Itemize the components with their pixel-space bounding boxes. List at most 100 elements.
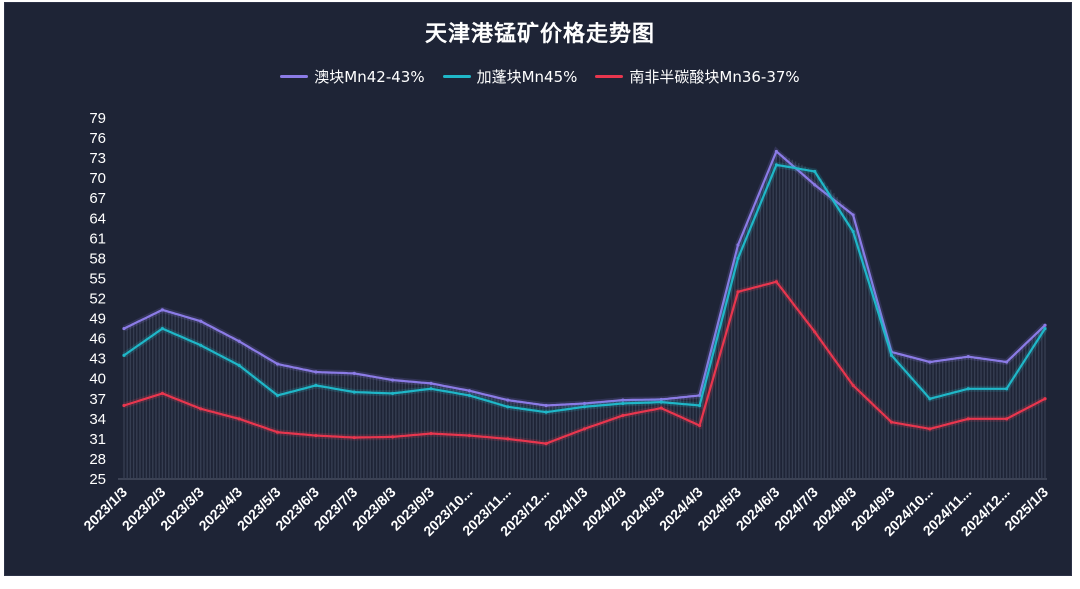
- data-point: [160, 391, 164, 396]
- data-point: [314, 370, 318, 374]
- data-point: [889, 420, 894, 424]
- data-point: [1005, 417, 1009, 421]
- data-point: [352, 435, 356, 440]
- y-tick-label: 52: [89, 291, 106, 308]
- data-point: [736, 256, 740, 260]
- data-point: [122, 403, 126, 408]
- data-point: [621, 413, 625, 418]
- y-tick-label: 70: [89, 170, 106, 187]
- data-point: [199, 407, 203, 411]
- data-point: [621, 398, 625, 402]
- data-point: [122, 353, 126, 357]
- data-point: [237, 339, 241, 343]
- data-point: [544, 441, 548, 446]
- y-tick-label: 76: [89, 130, 106, 147]
- data-point: [774, 163, 778, 167]
- data-point: [813, 330, 817, 334]
- data-point: [352, 371, 356, 375]
- data-point: [237, 363, 241, 367]
- data-point: [237, 417, 241, 421]
- legend-swatch-aus: [280, 75, 309, 78]
- data-point: [122, 326, 126, 331]
- legend-item-south-africa[interactable]: 南非半碳酸块Mn36-37%: [595, 66, 800, 87]
- y-tick-label: 67: [89, 190, 106, 207]
- data-point: [314, 383, 318, 388]
- data-point: [429, 387, 433, 391]
- y-tick-label: 46: [89, 331, 106, 348]
- data-point: [966, 417, 970, 421]
- y-tick-label: 40: [89, 371, 106, 388]
- data-point: [467, 433, 471, 438]
- data-point: [391, 378, 395, 382]
- data-point: [160, 308, 164, 312]
- legend-label-south-africa: 南非半碳酸块Mn36-37%: [629, 68, 800, 86]
- data-point: [391, 391, 395, 396]
- data-point: [582, 401, 587, 406]
- data-point: [199, 319, 203, 323]
- legend-swatch-gabon: [442, 75, 471, 78]
- data-point: [582, 427, 587, 431]
- data-point: [1043, 326, 1047, 331]
- y-tick-label: 43: [89, 351, 106, 368]
- data-point: [429, 381, 433, 386]
- data-point: [928, 397, 932, 401]
- data-point: [391, 435, 395, 439]
- data-point: [506, 405, 510, 409]
- y-tick-label: 28: [89, 451, 106, 468]
- legend-item-gabon[interactable]: 加蓬块Mn45%: [442, 66, 578, 87]
- data-point: [851, 383, 855, 388]
- data-point: [813, 183, 817, 187]
- data-point: [659, 406, 663, 410]
- data-point: [199, 343, 203, 347]
- y-tick-label: 31: [89, 431, 106, 448]
- data-point: [1043, 397, 1047, 401]
- data-point: [659, 400, 663, 404]
- data-point: [966, 355, 970, 359]
- data-point: [851, 230, 855, 234]
- y-tick-label: 25: [89, 471, 106, 488]
- legend: 澳块Mn42-43% 加蓬块Mn45% 南非半碳酸块Mn36-37%: [0, 66, 1080, 87]
- data-point: [544, 403, 548, 408]
- legend-label-gabon: 加蓬块Mn45%: [476, 68, 578, 86]
- data-point: [275, 393, 280, 398]
- y-tick-label: 79: [89, 110, 106, 127]
- data-point: [698, 403, 702, 408]
- y-tick-label: 37: [89, 391, 106, 408]
- data-point: [813, 169, 817, 174]
- data-point: [275, 430, 280, 434]
- data-point: [1005, 360, 1009, 364]
- legend-label-aus: 澳块Mn42-43%: [314, 68, 425, 86]
- y-tick-label: 61: [89, 230, 106, 247]
- data-point: [659, 397, 663, 402]
- data-point: [544, 410, 548, 414]
- data-point: [314, 433, 318, 438]
- data-point: [851, 213, 855, 217]
- data-point: [966, 387, 970, 391]
- y-tick-label: 73: [89, 150, 106, 167]
- y-tick-label: 58: [89, 250, 106, 267]
- y-tick-label: 55: [89, 270, 106, 287]
- data-point: [698, 393, 702, 398]
- data-point: [160, 326, 164, 331]
- data-point: [889, 353, 894, 357]
- data-point: [928, 360, 932, 364]
- data-point: [774, 280, 778, 284]
- data-point: [506, 437, 510, 441]
- data-point: [506, 398, 510, 402]
- data-point: [467, 393, 471, 398]
- y-tick-label: 34: [89, 411, 106, 428]
- data-point: [1043, 323, 1047, 327]
- data-point: [275, 362, 280, 366]
- legend-item-aus[interactable]: 澳块Mn42-43%: [280, 66, 425, 87]
- y-tick-label: 64: [89, 210, 106, 227]
- data-point: [928, 427, 932, 431]
- data-point: [736, 243, 740, 247]
- legend-swatch-south-africa: [595, 75, 624, 78]
- data-point: [1005, 387, 1009, 391]
- chart-title: 天津港锰矿价格走势图: [424, 22, 655, 47]
- data-point: [467, 389, 471, 393]
- data-point: [736, 290, 740, 294]
- data-point: [582, 405, 587, 409]
